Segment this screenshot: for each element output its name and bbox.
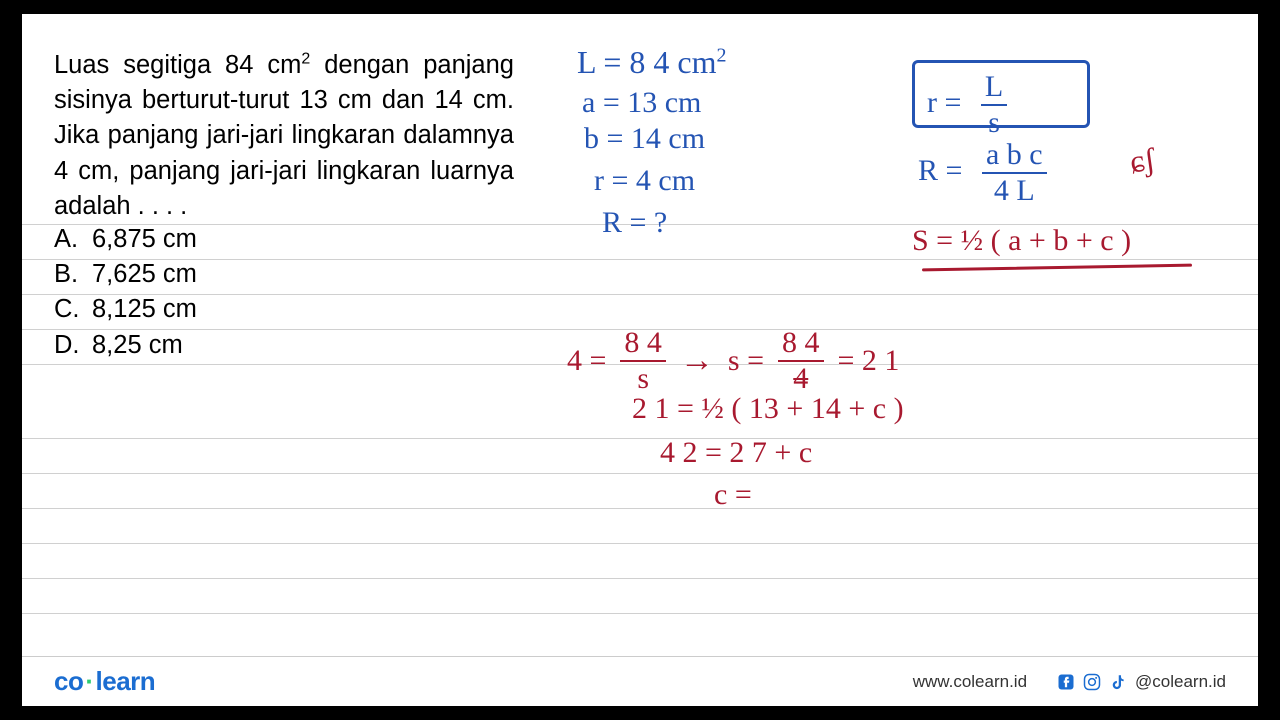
footer-right: www.colearn.id @colearn.id [913,672,1226,692]
hw-R-num: a b c [982,140,1047,174]
hw-l1-f2-num: 8 4 [778,328,824,362]
hw-scribble: ɕʃ [1128,140,1158,180]
hw-s-formula: S = ½ ( a + b + c ) [912,224,1131,258]
choice-a: A.6,875 cm [54,222,197,257]
hw-work-line3: 4 2 = 2 7 + c [660,436,812,470]
choice-d: D.8,25 cm [54,328,197,363]
hw-l1-f1-num: 8 4 [620,328,666,362]
page: Luas segitiga 84 cm2 dengan panjang sisi… [22,14,1258,706]
tiktok-icon [1109,673,1127,691]
hw-R-den: 4 L [982,174,1047,206]
answer-choices: A.6,875 cm B.7,625 cm C.8,125 cm D.8,25 … [54,222,197,363]
social-group: @colearn.id [1057,672,1226,692]
instagram-icon [1083,673,1101,691]
facebook-icon [1057,673,1075,691]
hw-l1-f1-den: s [620,362,666,394]
choice-a-label: A. [54,222,92,257]
hw-r-box: r = L s [927,72,1007,138]
choice-d-label: D. [54,328,92,363]
hw-R-question: R = ? [602,206,667,240]
hw-l1-frac1: 8 4 s [620,328,666,394]
choice-b: B.7,625 cm [54,257,197,292]
choice-b-label: B. [54,257,92,292]
question-part1: Luas segitiga 84 cm [54,51,301,79]
footer-url: www.colearn.id [913,672,1027,692]
hw-l1-left: 4 = [567,344,606,378]
choice-c: C.8,125 cm [54,292,197,327]
question-text: Luas segitiga 84 cm2 dengan panjang sisi… [54,48,514,224]
choice-b-value: 7,625 cm [92,260,197,288]
hw-l1-f2-den: 4 [778,362,824,394]
hw-R-formula-label: R = [918,154,962,187]
logo-dot: · [85,666,93,696]
social-handle: @colearn.id [1135,672,1226,692]
hw-R-formula: R = a b c 4 L [918,140,1047,206]
choice-c-value: 8,125 cm [92,295,197,323]
logo-co: co [54,666,83,696]
arrow-icon: → [680,342,714,380]
hw-b: b = 14 cm [584,122,705,156]
logo: co·learn [54,666,155,697]
choice-a-value: 6,875 cm [92,225,197,253]
hw-work-line4: c = [714,478,752,512]
hw-r-box-den: s [981,106,1007,138]
hw-r: r = 4 cm [594,164,695,198]
hw-work-line2: 2 1 = ½ ( 13 + 14 + c ) [632,392,904,426]
hw-a: a = 13 cm [582,86,701,120]
hw-l1-right-label: s = [728,344,764,378]
hw-L: L = 8 4 cm2 [577,44,727,81]
hw-L-text: L = 8 4 cm [577,44,717,80]
choice-d-value: 8,25 cm [92,331,183,359]
hw-l1-result: = 2 1 [838,344,900,378]
choice-c-label: C. [54,292,92,327]
footer: co·learn www.colearn.id @colearn.id [22,656,1258,706]
hw-r-box-num: L [981,72,1007,106]
hw-R-formula-frac: a b c 4 L [982,140,1047,206]
hw-work-line1: 4 = 8 4 s → s = 8 4 4 = 2 1 [567,328,899,394]
hw-L-sup: 2 [717,44,727,66]
question-sup: 2 [301,51,310,68]
logo-learn: learn [96,666,156,696]
hw-l1-frac2: 8 4 4 [778,328,824,394]
hw-r-box-frac: L s [981,72,1007,138]
hw-r-box-label: r = [927,86,961,119]
